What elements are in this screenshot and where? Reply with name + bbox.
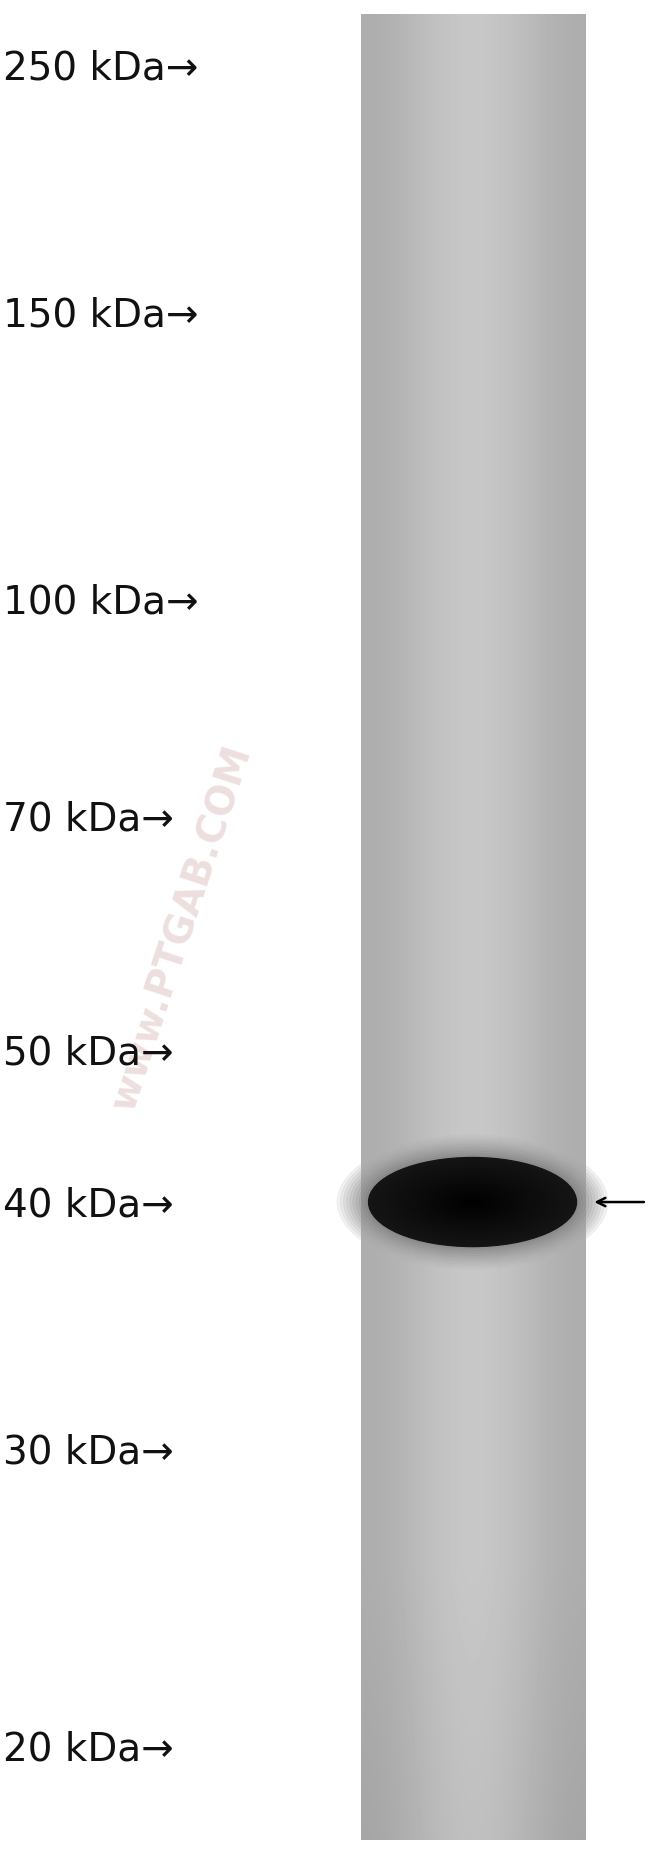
Ellipse shape xyxy=(353,1146,592,1258)
Ellipse shape xyxy=(359,1150,586,1254)
Ellipse shape xyxy=(337,1135,608,1269)
Ellipse shape xyxy=(448,1191,497,1213)
Ellipse shape xyxy=(421,1180,525,1224)
Ellipse shape xyxy=(462,1198,483,1206)
Ellipse shape xyxy=(400,1171,545,1234)
Ellipse shape xyxy=(350,1145,595,1260)
Ellipse shape xyxy=(410,1176,535,1228)
Ellipse shape xyxy=(413,1176,532,1228)
Ellipse shape xyxy=(424,1182,521,1222)
Text: 150 kDa→: 150 kDa→ xyxy=(3,297,199,334)
Ellipse shape xyxy=(469,1200,476,1204)
Ellipse shape xyxy=(393,1169,552,1235)
Text: 30 kDa→: 30 kDa→ xyxy=(3,1434,174,1471)
Ellipse shape xyxy=(365,1156,580,1248)
Ellipse shape xyxy=(445,1191,500,1213)
Ellipse shape xyxy=(407,1174,538,1230)
Text: 100 kDa→: 100 kDa→ xyxy=(3,584,199,621)
Ellipse shape xyxy=(389,1167,556,1237)
Ellipse shape xyxy=(403,1172,542,1232)
Ellipse shape xyxy=(372,1159,573,1245)
Ellipse shape xyxy=(455,1195,490,1209)
Text: www.PTGAB.COM: www.PTGAB.COM xyxy=(105,740,259,1115)
Ellipse shape xyxy=(417,1178,528,1226)
Ellipse shape xyxy=(379,1161,566,1243)
Ellipse shape xyxy=(434,1185,511,1219)
Ellipse shape xyxy=(386,1165,559,1239)
Ellipse shape xyxy=(452,1193,493,1211)
Ellipse shape xyxy=(369,1158,577,1247)
Ellipse shape xyxy=(459,1196,486,1208)
Ellipse shape xyxy=(431,1183,514,1221)
Ellipse shape xyxy=(362,1154,583,1250)
Ellipse shape xyxy=(428,1183,517,1221)
Ellipse shape xyxy=(346,1143,599,1261)
Ellipse shape xyxy=(396,1169,549,1235)
Text: 40 kDa→: 40 kDa→ xyxy=(3,1187,174,1224)
Ellipse shape xyxy=(441,1189,504,1215)
Ellipse shape xyxy=(465,1198,480,1206)
Ellipse shape xyxy=(438,1187,507,1217)
Ellipse shape xyxy=(376,1161,569,1243)
Text: 70 kDa→: 70 kDa→ xyxy=(3,801,174,838)
Ellipse shape xyxy=(344,1139,601,1265)
Ellipse shape xyxy=(382,1163,563,1241)
Text: 250 kDa→: 250 kDa→ xyxy=(3,50,199,87)
Text: 20 kDa→: 20 kDa→ xyxy=(3,1731,174,1768)
Ellipse shape xyxy=(341,1137,604,1267)
Ellipse shape xyxy=(356,1148,589,1256)
Text: 50 kDa→: 50 kDa→ xyxy=(3,1035,174,1072)
